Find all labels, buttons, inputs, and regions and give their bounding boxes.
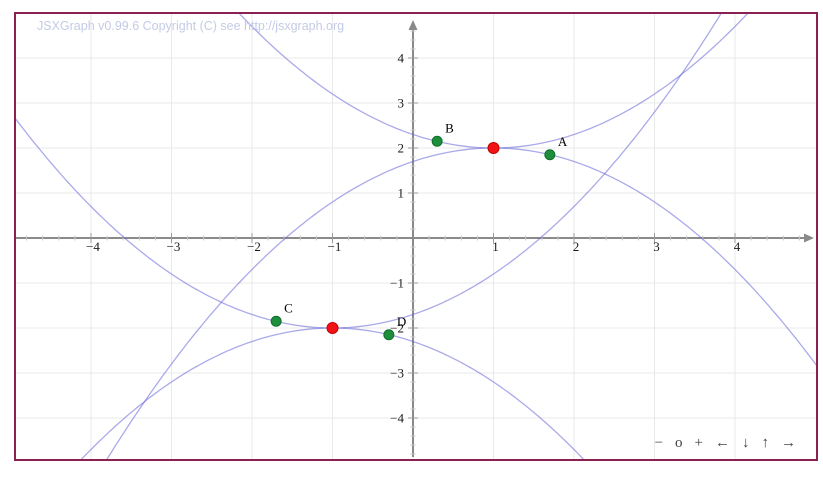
pan-right-button[interactable]: → [781,435,796,451]
y-tick-label: −4 [390,411,404,426]
x-tick-label: −2 [247,239,261,254]
x-tick-label: −4 [86,239,100,254]
axes [16,20,814,457]
x-tick-label: 1 [492,239,499,254]
y-tick-label: 3 [398,96,405,111]
chart-canvas: −4 −3 −2 −1 1 2 3 4 −4 −3 −2 −1 1 2 3 4 A B C D [16,14,816,459]
copyright-text: JSXGraph v0.99.6 Copyright (C) see http:… [37,19,345,33]
curve-parabola-opening-down-vertex-m1-m2 [80,327,585,459]
y-tick-label: −2 [390,321,404,336]
y-tick-label: 2 [398,141,405,156]
zoom-in-button[interactable]: + [694,435,703,451]
curves [16,14,816,459]
axis-ticks [26,30,800,455]
x-tick-label: −3 [167,239,181,254]
y-tick-label: −1 [390,276,404,291]
zoom-reset-button[interactable]: o [675,435,683,451]
y-tick-label: 4 [398,51,405,66]
y-tick-label: 1 [398,186,405,201]
point-A[interactable] [544,149,556,161]
pan-up-button[interactable]: ↑ [761,435,770,451]
tick-labels: −4 −3 −2 −1 1 2 3 4 −4 −3 −2 −1 1 2 3 4 [86,51,741,426]
red-point[interactable] [326,322,339,334]
point-label-D: D [397,314,406,329]
y-axis-arrow-icon [408,20,418,30]
x-tick-label: 3 [653,239,660,254]
curve-parabola-opening-up-vertex-m1-m2 [16,14,722,329]
points: A B C D [270,120,568,341]
point-label-B: B [445,120,454,135]
point-D[interactable] [383,329,395,341]
jsxgraph-board: −4 −3 −2 −1 1 2 3 4 −4 −3 −2 −1 1 2 3 4 A B C D JSXGraph v0… [14,12,818,461]
pan-left-button[interactable]: ← [715,435,730,451]
curve-parabola-opening-up-vertex-1-2 [239,14,748,149]
x-tick-label: 4 [734,239,741,254]
navigation-bar: − o + ← ↓ ↑ → [649,434,802,452]
red-point[interactable] [487,142,500,154]
x-tick-label: 2 [573,239,580,254]
point-label-C: C [284,300,293,315]
point-B[interactable] [431,135,443,147]
x-tick-label: −1 [328,239,342,254]
curve-parabola-opening-down-vertex-1-2 [106,147,816,459]
pan-down-button[interactable]: ↓ [742,435,750,451]
point-label-A: A [558,134,568,149]
y-tick-label: −3 [390,366,404,381]
x-axis-arrow-icon [804,233,814,243]
grid [16,14,816,459]
point-C[interactable] [270,315,282,327]
zoom-out-button[interactable]: − [654,435,664,451]
